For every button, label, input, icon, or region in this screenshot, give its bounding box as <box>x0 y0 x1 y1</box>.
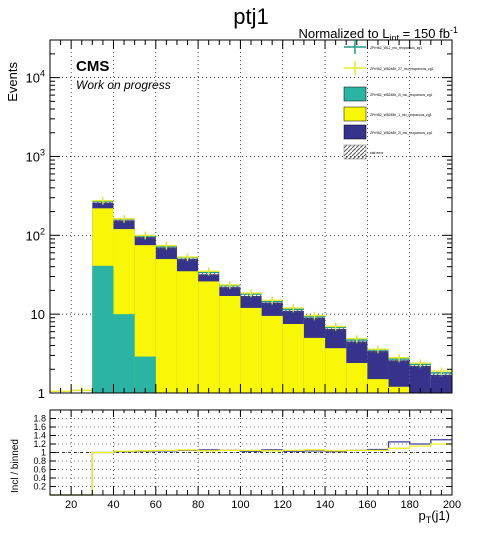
legend-label: ZPrH62_W12_mu_reopancos_zg1 <box>370 46 422 50</box>
x-axis-ticks-top <box>49 40 453 393</box>
histogram-bar <box>409 366 431 393</box>
legend-swatch <box>343 106 367 122</box>
stacked-histogram <box>92 200 452 393</box>
y-tick-label-exp: 3 <box>40 147 45 157</box>
legend-label: ZPrH62_W8248h_2l_mu_reopancos_zg1 <box>370 93 433 97</box>
x-tick-label: 40 <box>107 499 119 511</box>
histogram-bar <box>219 295 241 393</box>
lumi-label-value: = 150 fb <box>399 26 450 41</box>
histogram-bar <box>282 324 304 393</box>
lumi-label-sup: -1 <box>450 25 458 35</box>
legend-swatch-hatch <box>343 144 367 160</box>
x-tick-label: 20 <box>65 499 77 511</box>
legend-label: ZPrH62_W8248h_2l_mu_reopancos_zg1 <box>370 131 433 135</box>
legend-swatch <box>343 86 367 102</box>
ratio-y-axis-label: Incl / binned <box>10 439 21 493</box>
x-axis-label-tail: (j1) <box>431 508 450 523</box>
histogram-bar <box>176 271 199 393</box>
x-tick-label: 160 <box>358 499 376 511</box>
legend-label: ZPrH62_W8248h_27_mu_reopancos_zg1 <box>370 67 434 71</box>
y-tick-label-exp: 2 <box>40 226 45 236</box>
x-tick-label: 120 <box>274 499 292 511</box>
ratio-y-tick-label: 0.2 <box>33 482 46 492</box>
lumi-label-main: Normalized to L <box>298 26 389 41</box>
y-tick-label: 1 <box>38 386 45 401</box>
x-tick-label: 60 <box>150 499 162 511</box>
histogram-bar <box>113 314 135 393</box>
ratio-y-tick-label: 0.6 <box>33 465 46 475</box>
x-tick-label: 180 <box>401 499 419 511</box>
ratio-y-axis-ticks: 0.20.40.60.811.21.41.61.8 <box>33 414 452 492</box>
histogram-bar <box>388 360 410 393</box>
histogram-bar <box>134 356 156 393</box>
y-tick-label: 10 <box>31 307 45 322</box>
chart-title: ptj1 <box>233 4 268 29</box>
histogram-bar <box>367 379 389 393</box>
histogram-bar <box>303 337 326 393</box>
histogram-bar <box>346 363 368 393</box>
y-tick-label-base: 10 <box>26 149 40 164</box>
histogram-bar <box>155 259 177 393</box>
ratio-gridlines <box>50 410 452 495</box>
x-axis-label-sub: T <box>426 515 432 525</box>
histogram-bar <box>92 265 114 393</box>
y-tick-label-base: 10 <box>26 71 40 86</box>
ratio-step-line <box>50 443 452 496</box>
legend-label: ZPrH62_W8248h_1_mu_reopancos_zg1 <box>370 113 432 117</box>
ratio-y-tick-label: 0.4 <box>33 473 46 483</box>
ratio-y-tick-label: 1 <box>41 448 46 458</box>
x-axis-label: pT(j1) <box>418 508 450 525</box>
ratio-y-tick-label: 0.8 <box>33 456 46 466</box>
legend-swatch <box>343 124 367 140</box>
x-axis-label-main: p <box>418 508 425 523</box>
data-points <box>50 196 452 393</box>
ratio-y-tick-label: 1.2 <box>33 439 46 449</box>
y-tick-label: 102 <box>26 226 45 243</box>
ratio-series <box>50 439 452 496</box>
y-tick-label: 104 <box>26 69 45 86</box>
x-tick-label: 140 <box>316 499 334 511</box>
lumi-label-sub: int <box>390 33 400 43</box>
y-tick-label-base: 10 <box>26 228 40 243</box>
histogram-bar <box>198 281 220 393</box>
histogram-bar <box>430 374 452 393</box>
x-tick-label: 200 <box>443 499 461 511</box>
ratio-plot-area: 0.20.40.60.811.21.41.61.8 20 40 60 80 100 120… <box>10 409 461 525</box>
legend: ZPrH62_W12_mu_reopancos_zg1 ZPrH62_W8248h… <box>343 40 434 160</box>
x-tick-label: 80 <box>192 499 204 511</box>
ratio-y-tick-label: 1.4 <box>33 431 46 441</box>
cms-label: CMS <box>76 58 109 75</box>
histogram-bar <box>261 315 283 393</box>
histogram-bar <box>325 348 347 393</box>
y-axis-label: Events <box>5 62 20 102</box>
x-tick-label: 100 <box>231 499 249 511</box>
y-tick-label: 103 <box>26 147 45 164</box>
lumi-label: Normalized to Lint = 150 fb-1 <box>298 25 458 43</box>
ratio-y-tick-label: 1.6 <box>33 422 46 432</box>
histogram-bar <box>240 307 262 393</box>
histogram-bar <box>134 245 156 393</box>
status-label: Work on progress <box>76 78 171 92</box>
ratio-y-tick-label: 1.8 <box>33 414 46 424</box>
legend-label: stat error <box>370 151 384 155</box>
x-axis-ticks: 20 40 60 80 100 120 140 160 180 200 <box>49 410 461 511</box>
y-tick-label-exp: 4 <box>40 69 45 79</box>
